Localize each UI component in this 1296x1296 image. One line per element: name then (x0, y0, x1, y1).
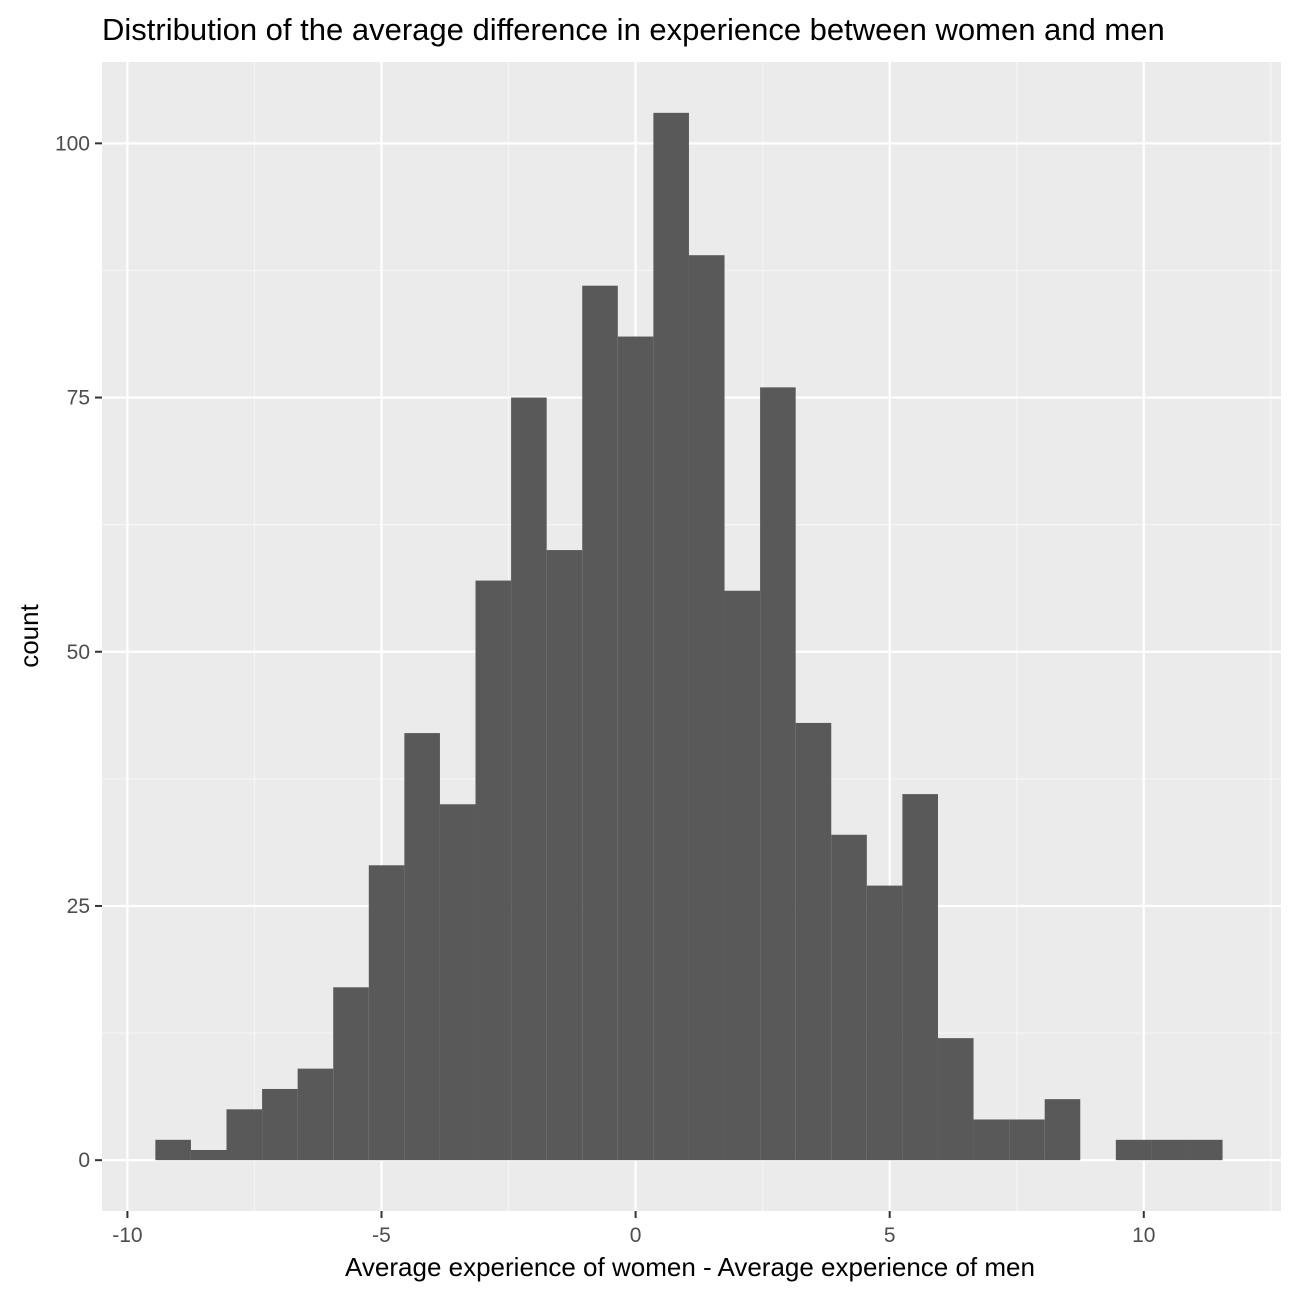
chart-title: Distribution of the average difference i… (102, 12, 1165, 47)
histogram-bar (582, 285, 618, 1161)
histogram-bar (404, 733, 440, 1161)
x-tick-label: -5 (372, 1224, 391, 1247)
histogram-bar (937, 1038, 974, 1161)
histogram-bar (1044, 1099, 1081, 1161)
y-tick-label: 25 (67, 895, 90, 918)
y-tick-label: 75 (67, 387, 90, 410)
y-axis-title: count (14, 603, 44, 667)
histogram-bar (1115, 1139, 1152, 1161)
histogram-bars (155, 112, 1223, 1161)
y-tick-label: 50 (67, 641, 90, 664)
histogram-bar (653, 112, 689, 1161)
histogram-bar (866, 885, 903, 1161)
histogram-bar (617, 336, 654, 1161)
histogram-bar (760, 387, 796, 1161)
histogram-bar (511, 397, 547, 1161)
histogram-bar (439, 804, 476, 1161)
histogram-bar (155, 1139, 191, 1161)
histogram-bar (546, 550, 583, 1161)
histogram-bar (973, 1119, 1010, 1161)
histogram-bar (688, 255, 725, 1161)
x-tick-label: 0 (630, 1224, 642, 1247)
histogram-bar (297, 1068, 334, 1161)
histogram-bar (795, 722, 832, 1161)
histogram-bar (368, 865, 405, 1161)
histogram-bar (262, 1088, 298, 1161)
x-tick-label: 10 (1132, 1224, 1155, 1247)
histogram-bar (902, 794, 938, 1161)
histogram-bar (333, 987, 369, 1161)
histogram-bar (724, 590, 761, 1161)
y-tick-label: 0 (78, 1149, 90, 1172)
histogram-bar (190, 1149, 227, 1161)
histogram-bar (1186, 1139, 1223, 1161)
histogram-bar (831, 834, 867, 1161)
histogram-bar (475, 580, 512, 1161)
x-axis-title: Average experience of women - Average ex… (345, 1252, 1035, 1282)
x-tick-label: -10 (112, 1224, 142, 1247)
histogram-bar (226, 1109, 263, 1161)
histogram-bar (1151, 1139, 1187, 1161)
x-tick-label: 5 (884, 1224, 896, 1247)
y-tick-label: 100 (55, 132, 90, 155)
histogram-bar (1009, 1119, 1045, 1161)
